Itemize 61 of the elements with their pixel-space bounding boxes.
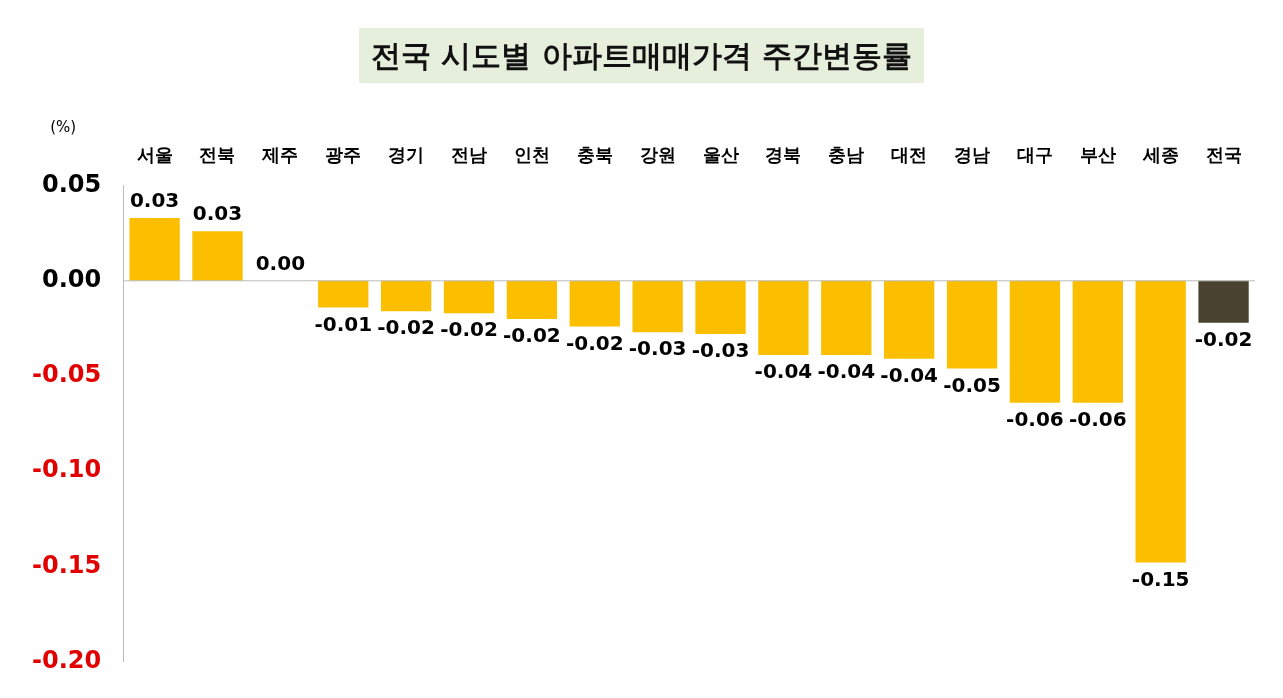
bar (318, 280, 369, 308)
data-label: -0.02 (503, 323, 561, 348)
y-tick-label: -0.15 (31, 550, 102, 579)
data-label: -0.02 (1194, 326, 1253, 351)
data-label: -0.03 (628, 336, 687, 361)
bar (1009, 280, 1061, 403)
data-label: -0.04 (817, 359, 876, 384)
y-tick-label: -0.20 (31, 645, 102, 674)
x-tick-label: 세종 (1141, 144, 1179, 166)
bar (380, 280, 432, 312)
bar (884, 280, 935, 359)
x-tick-label: 경기 (388, 144, 425, 166)
x-tick-label: 대전 (891, 144, 928, 166)
data-label: -0.06 (1006, 406, 1064, 431)
data-label: -0.04 (880, 363, 938, 388)
x-tick-label: 전북 (199, 144, 236, 166)
y-tick-label: -0.10 (31, 455, 102, 484)
data-label: -0.15 (1131, 566, 1190, 591)
y-tick-label: -0.05 (31, 360, 102, 389)
y-tick-label: 0.00 (41, 265, 102, 294)
bar (569, 280, 620, 327)
bar (821, 280, 872, 356)
x-tick-label: 경북 (765, 144, 802, 166)
bar (695, 280, 746, 335)
bar (443, 280, 495, 314)
data-label: -0.02 (377, 315, 435, 340)
x-tick-label: 울산 (702, 144, 739, 166)
x-tick-label: 경남 (954, 144, 991, 166)
data-label: -0.02 (440, 317, 498, 342)
data-label: -0.04 (754, 359, 813, 384)
data-label: -0.01 (314, 311, 373, 336)
bar (946, 280, 998, 369)
x-tick-label: 제주 (261, 144, 299, 166)
x-tick-label: 부산 (1079, 144, 1116, 166)
y-tick-label: 0.05 (41, 169, 102, 198)
data-label: -0.06 (1068, 406, 1127, 431)
chart-title: 전국 시도별 아파트매매가격 주간변동률 (358, 28, 925, 83)
x-tick-label: 대구 (1016, 144, 1053, 166)
data-label: -0.05 (943, 372, 1001, 397)
bar (506, 280, 558, 319)
bar (1135, 280, 1186, 563)
bar (129, 217, 180, 281)
data-label: 0.03 (129, 188, 180, 213)
data-label: -0.03 (691, 338, 750, 363)
data-label: 0.03 (192, 201, 243, 226)
x-tick-label: 전국 (1205, 144, 1242, 166)
bar (192, 231, 243, 281)
x-tick-label: 강원 (639, 144, 676, 166)
bar (758, 280, 809, 356)
x-tick-label: 충남 (828, 144, 865, 166)
bar (632, 280, 683, 333)
x-tick-label: 전남 (451, 144, 488, 166)
x-tick-label: 서울 (136, 144, 173, 166)
x-tick-label: 광주 (325, 144, 362, 166)
bar (1198, 280, 1249, 323)
bar (1072, 280, 1123, 403)
data-label: -0.02 (565, 330, 624, 355)
y-axis-title: (%) (50, 117, 77, 136)
x-tick-label: 인천 (513, 144, 550, 166)
data-label: 0.00 (255, 251, 306, 275)
x-tick-label: 충북 (576, 144, 613, 166)
